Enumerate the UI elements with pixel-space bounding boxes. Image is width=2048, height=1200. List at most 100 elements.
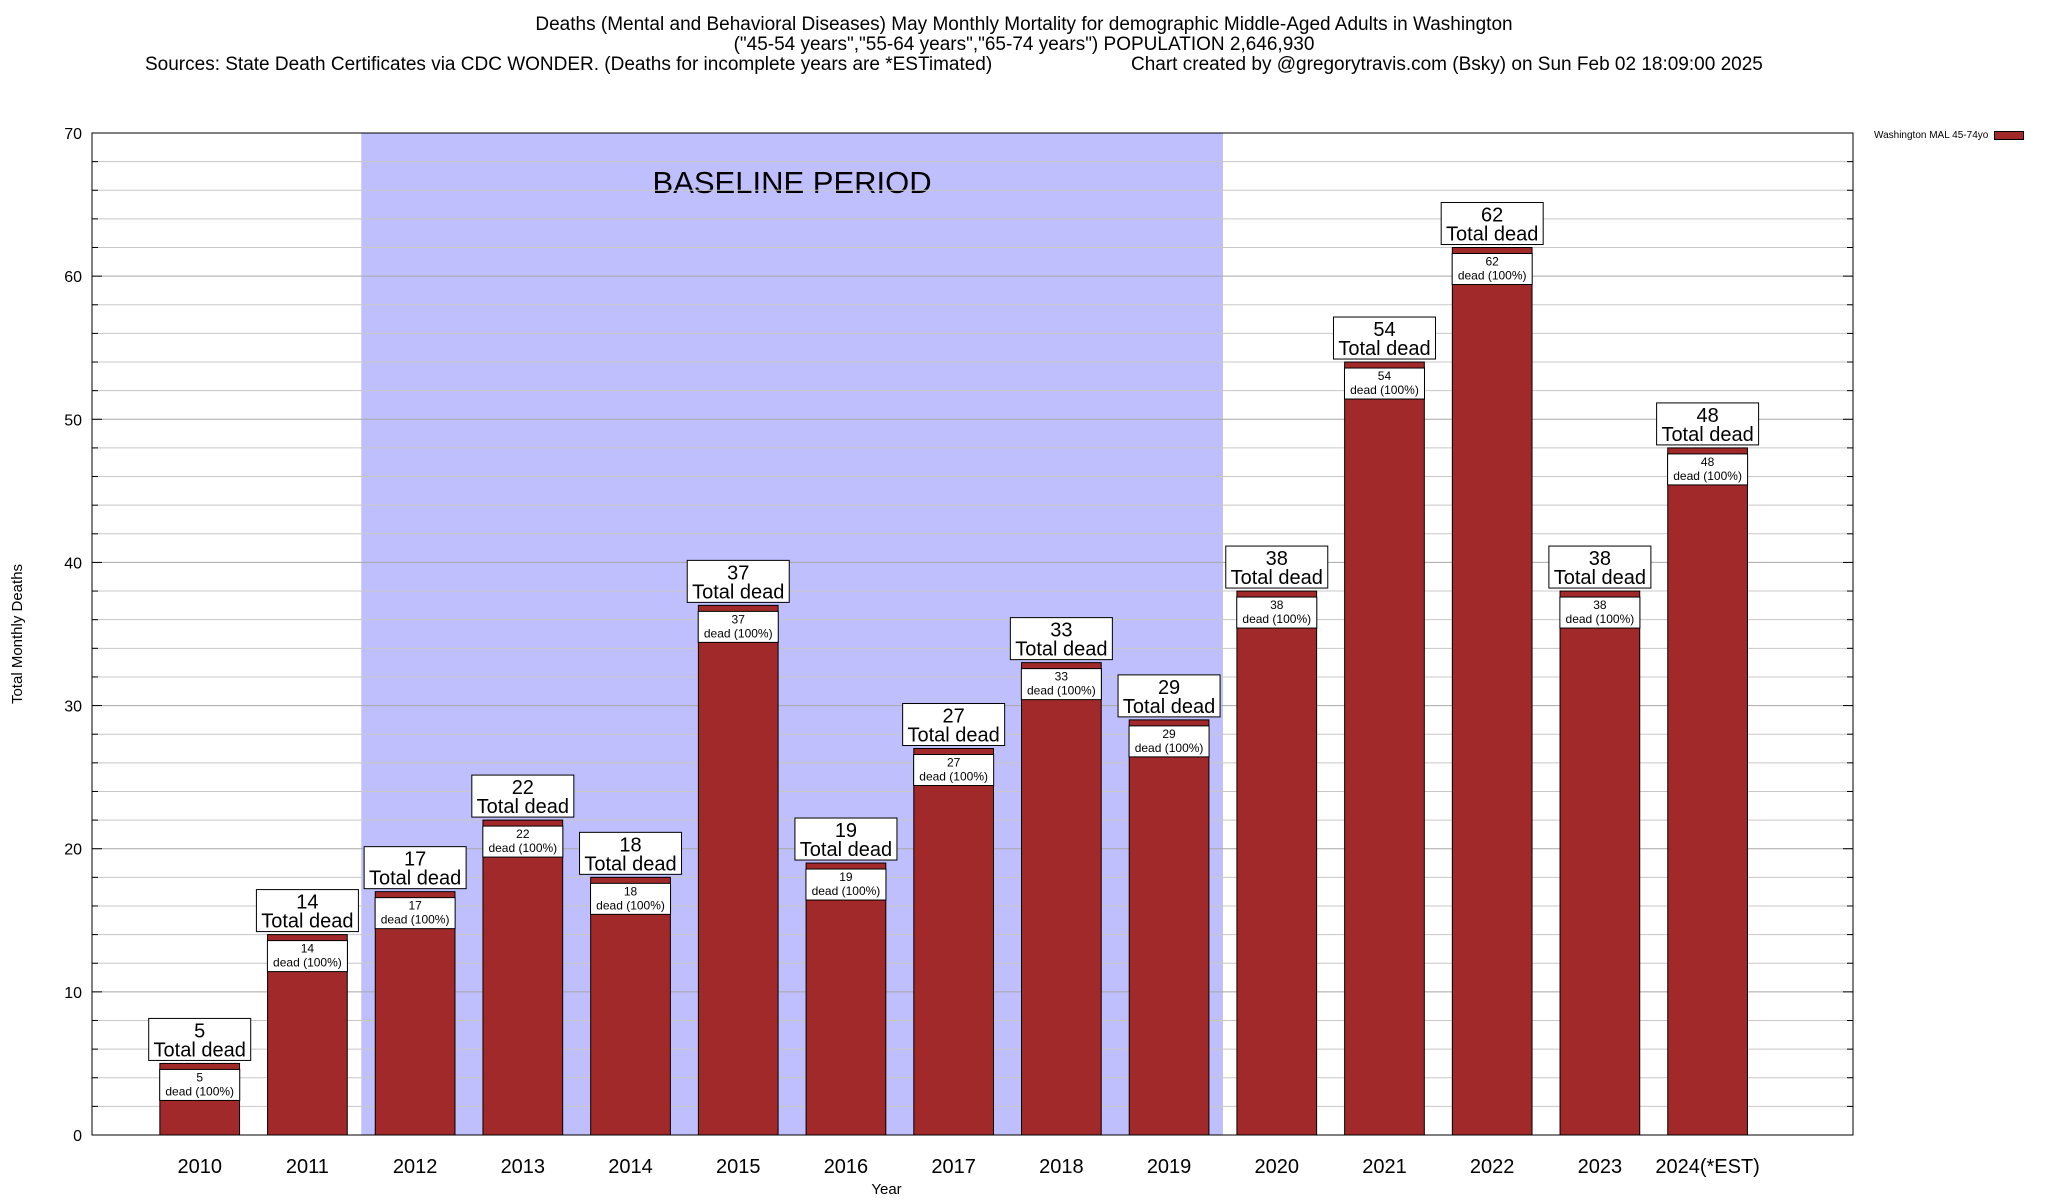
top-label-text: Total dead — [1015, 639, 1107, 661]
inner-label-box — [697, 610, 779, 643]
x-tick-label: 2020 — [1255, 1156, 1300, 1178]
inner-label-value: 29 — [1162, 727, 1176, 741]
top-label-text: Total dead — [800, 839, 892, 861]
inner-label-box — [1559, 596, 1641, 629]
inner-label-text: dead (100%) — [1350, 383, 1419, 397]
inner-label-value: 54 — [1378, 369, 1392, 383]
top-label-box — [902, 703, 1006, 747]
top-label-box — [1440, 202, 1544, 246]
chart-subtitle: ("45-54 years","55-64 years","65-74 year… — [733, 34, 1315, 55]
inner-label-value: 27 — [947, 756, 961, 770]
inner-label-text: dead (100%) — [1135, 741, 1204, 755]
chart-sources: Sources: State Death Certificates via CD… — [145, 54, 993, 75]
top-label-text: Total dead — [261, 911, 353, 933]
chart-credit: Chart created by @gregorytravis.com (Bsk… — [1131, 54, 1763, 75]
top-label-text: Total dead — [154, 1039, 246, 1061]
top-label-text: Total dead — [692, 581, 784, 603]
top-label-box — [1009, 617, 1113, 661]
top-label-value: 33 — [1050, 620, 1072, 642]
x-tick-label: 2019 — [1147, 1156, 1192, 1178]
inner-label-box — [805, 868, 887, 901]
inner-label-text: dead (100%) — [165, 1084, 234, 1098]
top-label-text: Total dead — [1661, 424, 1753, 446]
top-label-value: 17 — [404, 849, 426, 871]
inner-label-text: dead (100%) — [704, 626, 773, 640]
bar — [1667, 447, 1748, 1136]
inner-label-box — [482, 825, 564, 858]
inner-label-box — [590, 882, 672, 915]
top-label-box — [1332, 316, 1436, 360]
x-tick-label: 2013 — [501, 1156, 546, 1178]
top-label-value: 27 — [943, 706, 965, 728]
inner-label-value: 62 — [1486, 255, 1500, 269]
inner-label-box — [159, 1068, 241, 1101]
legend-swatch — [1994, 131, 2025, 140]
top-label-box — [686, 559, 790, 603]
inner-label-text: dead (100%) — [919, 770, 988, 784]
top-label-text: Total dead — [1231, 567, 1323, 589]
legend: Washington MAL 45-74yo — [1874, 130, 2025, 141]
y-tick-label: 20 — [64, 842, 82, 859]
inner-label-value: 37 — [732, 612, 746, 626]
inner-label-box — [1451, 253, 1533, 286]
bar — [1021, 662, 1102, 1136]
bar — [590, 876, 671, 1136]
inner-label-box — [1236, 596, 1318, 629]
x-tick-label: 2016 — [824, 1156, 869, 1178]
inner-label-box — [374, 897, 456, 930]
x-tick-label: 2023 — [1578, 1156, 1623, 1178]
bar — [1344, 361, 1425, 1136]
bar — [1559, 590, 1641, 1136]
inner-label-value: 19 — [839, 870, 853, 884]
top-label-value: 62 — [1481, 205, 1503, 227]
bar — [482, 819, 564, 1136]
inner-label-value: 22 — [516, 827, 530, 841]
top-label-value: 48 — [1696, 405, 1718, 427]
top-label-value: 54 — [1373, 319, 1395, 341]
bar — [913, 748, 995, 1136]
top-label-box — [579, 831, 683, 875]
bar — [805, 862, 887, 1136]
bar — [1451, 247, 1533, 1136]
top-label-value: 19 — [835, 820, 857, 842]
top-label-box — [1225, 545, 1329, 589]
inner-label-value: 48 — [1701, 455, 1715, 469]
inner-label-value: 33 — [1055, 670, 1069, 684]
top-label-box — [363, 846, 467, 890]
chart-title: Deaths (Mental and Behavioral Diseases) … — [535, 14, 1513, 35]
top-label-value: 5 — [194, 1020, 205, 1042]
inner-label-box — [913, 754, 995, 787]
top-label-text: Total dead — [1446, 224, 1538, 246]
y-tick-label: 30 — [64, 699, 82, 716]
inner-label-value: 17 — [408, 899, 422, 913]
inner-label-value: 5 — [196, 1070, 203, 1084]
top-label-text: Total dead — [1338, 338, 1430, 360]
inner-label-value: 18 — [624, 884, 638, 898]
top-label-box — [1117, 674, 1221, 718]
inner-label-text: dead (100%) — [1673, 469, 1742, 483]
bar — [697, 604, 779, 1136]
top-label-value: 38 — [1266, 548, 1288, 570]
inner-label-box — [1343, 367, 1425, 400]
x-tick-label: 2022 — [1470, 1156, 1515, 1178]
inner-label-value: 38 — [1270, 598, 1284, 612]
top-label-value: 18 — [619, 834, 641, 856]
top-label-text: Total dead — [477, 796, 569, 818]
top-label-text: Total dead — [369, 868, 461, 890]
inner-label-text: dead (100%) — [1458, 269, 1527, 283]
x-tick-label: 2012 — [393, 1156, 438, 1178]
top-label-text: Total dead — [584, 853, 676, 875]
plot-frame — [91, 132, 1854, 1136]
top-label-text: Total dead — [1554, 567, 1646, 589]
inner-label-text: dead (100%) — [488, 841, 557, 855]
inner-label-text: dead (100%) — [1566, 612, 1635, 626]
top-label-box — [794, 817, 898, 861]
y-tick-label: 50 — [64, 412, 82, 429]
top-label-box — [471, 774, 575, 818]
x-tick-label: 2017 — [931, 1156, 976, 1178]
inner-label-text: dead (100%) — [1027, 684, 1096, 698]
legend-label: Washington MAL 45-74yo — [1874, 130, 1989, 141]
y-tick-label: 0 — [73, 1128, 82, 1145]
inner-label-box — [1020, 668, 1102, 701]
